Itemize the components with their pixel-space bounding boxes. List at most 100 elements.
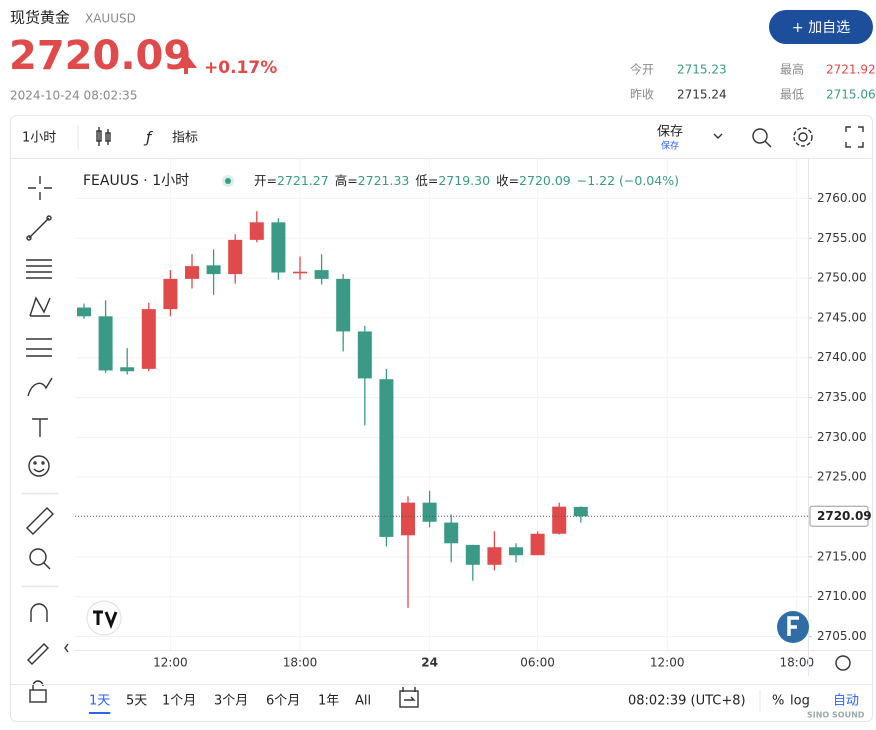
y-tick-label: 2725.00 [817,470,867,484]
candle-body [120,367,135,372]
collapse-rail[interactable] [64,643,69,653]
stat-label: 昨收 [630,88,654,102]
ohlc-value: 2721.33 [358,173,410,188]
watermark: SINO SOUND [807,711,865,720]
axis-settings[interactable] [835,655,851,671]
stat-label: 最低 [780,88,804,102]
candle-body [206,265,221,275]
ohlc-legend: 开=2721.27 高=2721.33 低=2719.30 收=2720.09 −1.2… [254,173,679,188]
save-status: 保存 [661,140,679,152]
range-buttons: 1天 5天 1个月 3个月 6个月 1年 All [89,694,371,714]
x-tick-label: 18:00 [283,656,318,670]
x-tick-label: 12:00 [153,656,188,670]
candle-body [357,331,372,379]
y-tick-label: 2745.00 [817,310,867,324]
stats: 今开 2715.23 最高 2721.92 昨收 2715.24 最低 2715.06 [630,62,876,102]
candle-body [77,307,91,317]
chart-frame [10,115,873,722]
plot-area: 2705.002710.002715.002720.002725.002730.… [75,159,872,670]
candle-body [509,547,523,556]
indicator-icon[interactable]: ƒ [143,129,153,147]
price-change: +0.17% [204,58,277,78]
save-dropdown[interactable] [713,133,723,139]
candle-body [401,502,415,536]
range-button[interactable]: 3个月 [214,694,248,709]
last-price-box [809,505,869,527]
y-tick-label: 2760.00 [817,191,867,205]
candle-body [422,502,437,522]
ohlc-value: 2719.30 [438,173,490,188]
add-watchlist-button[interactable] [769,10,873,44]
f-badge [777,611,809,643]
save-button[interactable]: 保存 [657,125,683,140]
candle-body [336,278,351,332]
toolbar-icons[interactable] [752,126,864,148]
candle-body [271,222,286,273]
scale-option[interactable]: % [772,694,784,709]
chart-legend-title: FEAUUS · 1小时 [83,173,189,189]
stat-value: 2721.92 [826,63,876,77]
x-tick-label: 18:00 [780,656,815,670]
ohlc-label: 低= [415,173,438,188]
range-button[interactable]: 6个月 [266,694,300,709]
candle-body [185,266,199,279]
candle-body [141,309,156,369]
tv-logo [86,600,122,636]
ohlc-value: 2720.09 [519,173,571,188]
last-price-label: 2720.09 [817,509,872,523]
stat-label: 今开 [630,62,654,77]
candle-body [314,270,329,279]
add-watchlist-label[interactable]: + 加自选 [792,20,850,36]
up-arrow [174,53,198,74]
clock: 08:02:39 (UTC+8) [628,694,746,709]
x-tick-label: 12:00 [650,656,685,670]
candle-body [228,239,243,275]
candle-body [98,316,113,371]
market-status-dot [225,178,231,184]
y-tick-label: 2735.00 [817,390,867,404]
timestamp: 2024-10-24 08:02:35 [10,89,137,103]
stat-value: 2715.06 [826,88,876,102]
interval-button[interactable]: 1小时 [22,131,56,146]
drawing-tools[interactable] [22,176,58,703]
ohlc-label: 高= [335,173,358,188]
candle-body [552,506,567,534]
y-tick-label: 2715.00 [817,549,867,563]
range-button[interactable]: 5天 [126,694,147,709]
scale-option[interactable]: log [790,694,810,709]
candle-body [573,506,588,517]
instrument-title: 现货黄金 [10,9,70,27]
range-button[interactable]: 1个月 [162,694,196,709]
candle-body [487,547,502,565]
last-price: 2720.09 [9,33,191,79]
ohlc-change: −1.22 (−0.04%) [577,173,679,188]
range-button[interactable]: All [355,694,371,709]
stat-value: 2715.24 [677,88,727,102]
candle-body [530,533,545,556]
candle-body [379,379,394,537]
candle-body [465,544,480,565]
ohlc-label: 开= [254,173,277,188]
candle-body [293,271,307,274]
candle-body [163,278,178,310]
scale-option[interactable]: 自动 [833,694,859,709]
y-tick-label: 2710.00 [817,589,867,603]
stat-label: 最高 [780,62,804,77]
scale-options: % log 自动 [772,694,859,709]
ohlc-label: 收= [496,173,519,188]
x-tick-label: 06:00 [520,656,555,670]
range-button[interactable]: 1天 [89,694,110,709]
ohlc-value: 2721.27 [277,173,329,188]
instrument-symbol: XAUUSD [85,12,136,26]
range-button[interactable]: 1年 [318,694,339,709]
y-tick-label: 2750.00 [817,271,867,285]
y-tick-label: 2730.00 [817,430,867,444]
y-tick-label: 2740.00 [817,350,867,364]
y-tick-label: 2755.00 [817,231,867,245]
x-tick-label: 24 [421,656,438,670]
date-range-icon[interactable] [399,687,419,708]
candle-type-icon[interactable] [96,127,111,146]
candle-body [444,522,459,544]
indicators-button[interactable]: 指标 [172,131,198,146]
